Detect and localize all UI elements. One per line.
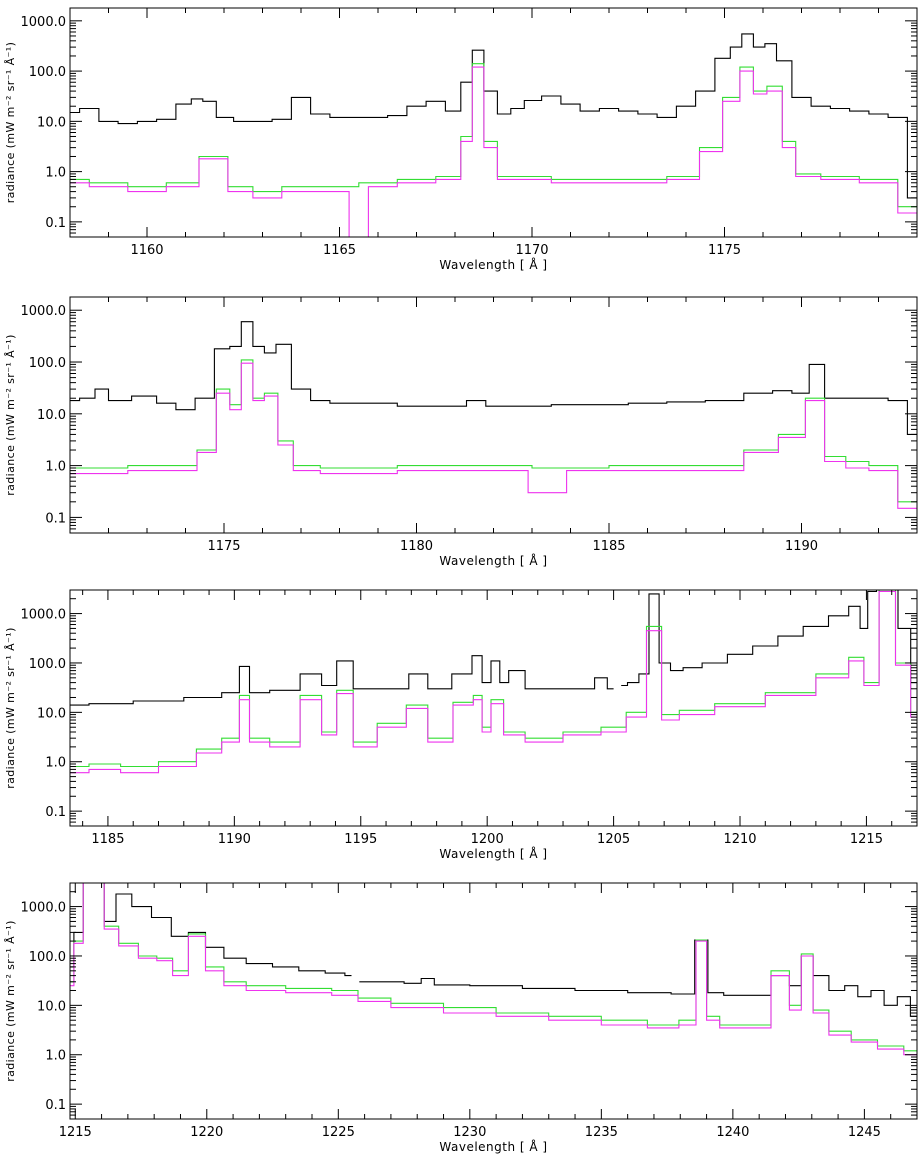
panel-3-series-4 — [70, 590, 917, 774]
panel-2-ytick-label: 10.0 — [37, 408, 66, 423]
panel-3-series-1 — [70, 655, 614, 706]
panel-1-ylabel: radiance (mW m⁻² sr⁻¹ Å⁻¹) — [4, 42, 17, 204]
panel-4-ytick-label: 1000.0 — [21, 901, 67, 916]
panel-4-xtick-label: 1220 — [190, 1125, 223, 1140]
panel-1-series-3 — [70, 66, 917, 237]
panel-2-xlabel: Wavelength [ Å ] — [439, 553, 547, 568]
panel-3-xtick-label: 1185 — [91, 832, 124, 847]
panel-4-ytick-label: 0.1 — [45, 1098, 66, 1113]
panel-1-axes-box — [69, 7, 918, 238]
panel-4-ytick-label: 10.0 — [37, 999, 66, 1014]
panel-3-series-3 — [70, 590, 917, 768]
panel-4-ylabel: radiance (mW m⁻² sr⁻¹ Å⁻¹) — [4, 920, 17, 1082]
panel-2-ytick-label: 0.1 — [45, 511, 66, 526]
panel-2-xtick-label: 1185 — [592, 539, 625, 554]
panel-2-ytick-label: 1.0 — [45, 460, 66, 475]
panel-4-series-4 — [70, 883, 917, 1056]
panel-2-xtick-label: 1175 — [207, 539, 240, 554]
panel-3-ytick-label: 0.1 — [45, 805, 66, 820]
panel-3-xtick-label: 1195 — [344, 832, 377, 847]
panel-3: 1185 1190 1195 1200 1205 1210 1215 0.1 1.0 10.0 10… — [4, 589, 918, 861]
panel-2-ytick-label: 100.0 — [29, 356, 66, 371]
panel-2-series-3 — [70, 362, 917, 509]
panel-4-xtick-label: 1215 — [59, 1125, 92, 1140]
panel-2-xtick-label: 1180 — [400, 539, 433, 554]
panel-2-xtick-label: 1190 — [785, 539, 818, 554]
panel-2-series-1 — [70, 321, 917, 435]
panel-1-xtick-label: 1175 — [708, 243, 741, 258]
panel-1-ytick-label: 100.0 — [29, 65, 66, 80]
panel-1-xtick-label: 1160 — [130, 243, 163, 258]
panel-4-xtick-label: 1240 — [716, 1125, 749, 1140]
panel-4-xtick-label: 1225 — [322, 1125, 355, 1140]
panel-4-xtick-label: 1235 — [585, 1125, 618, 1140]
panel-2-ylabel: radiance (mW m⁻² sr⁻¹ Å⁻¹) — [4, 334, 17, 496]
panel-4-series-3 — [70, 883, 917, 1052]
panel-1-ytick-label: 10.0 — [37, 115, 66, 130]
panel-3-series-2 — [621, 590, 917, 687]
panel-1-xlabel: Wavelength [ Å ] — [439, 257, 547, 272]
panel-4-ytick-label: 1.0 — [45, 1049, 66, 1064]
panel-1-ytick-label: 1000.0 — [21, 15, 67, 30]
panel-3-ytick-label: 1.0 — [45, 756, 66, 771]
panel-3-ytick-label: 10.0 — [37, 706, 66, 721]
panel-3-ytick-label: 100.0 — [29, 657, 66, 672]
panel-3-xtick-label: 1200 — [471, 832, 504, 847]
panel-3-axes-box — [69, 589, 918, 827]
panel-1-ytick-label: 1.0 — [45, 166, 66, 181]
panel-2-axes-box — [69, 296, 918, 534]
panel-1-ytick-label: 0.1 — [45, 216, 66, 231]
panel-1-xtick-label: 1165 — [323, 243, 356, 258]
panel-2-ytick-label: 1000.0 — [21, 304, 67, 319]
panel-4-xlabel: Wavelength [ Å ] — [439, 1139, 547, 1154]
panel-3-ytick-label: 1000.0 — [21, 608, 67, 623]
panel-4-series-1 — [70, 883, 352, 977]
panel-2: 1175 1180 1185 1190 0.1 1.0 10.0 100.0 1000.0 Wav… — [4, 296, 918, 568]
panel-4-series-2 — [359, 939, 917, 1017]
panel-1-series-2 — [70, 63, 917, 208]
panel-2-series-2 — [70, 359, 917, 503]
panel-4: 1215 1220 1225 1230 1235 1240 1245 0.1 1.0 10.0 10… — [4, 882, 918, 1154]
panel-3-xtick-label: 1210 — [723, 832, 756, 847]
panel-1: 1160 1165 1170 1175 0.1 1.0 10.0 100.0 1000.0 Wav… — [4, 7, 918, 272]
panel-3-xtick-label: 1215 — [850, 832, 883, 847]
panel-4-axes-box — [69, 882, 918, 1120]
panel-3-xlabel: Wavelength [ Å ] — [439, 846, 547, 861]
panel-4-xtick-label: 1230 — [453, 1125, 486, 1140]
panel-1-series-1 — [70, 33, 917, 199]
panel-3-xtick-label: 1205 — [597, 832, 630, 847]
panel-4-xtick-label: 1245 — [848, 1125, 881, 1140]
panel-1-xtick-label: 1170 — [515, 243, 548, 258]
panel-3-xtick-label: 1190 — [218, 832, 251, 847]
panel-4-ytick-label: 100.0 — [29, 950, 66, 965]
panel-3-ylabel: radiance (mW m⁻² sr⁻¹ Å⁻¹) — [4, 627, 17, 789]
